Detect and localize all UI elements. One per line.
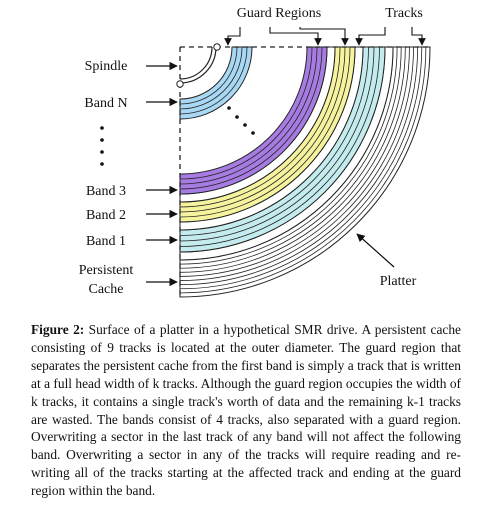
persistent-cache-ring-track-line <box>179 46 414 281</box>
band-n-ring-track-line <box>179 46 243 110</box>
band-2-ring-track-line <box>179 46 346 213</box>
persistent-cache-ring-track-line <box>179 46 419 286</box>
tracks-label: Tracks <box>385 6 423 21</box>
band-3-ring-track-line <box>179 46 313 180</box>
platter-boundary <box>179 46 430 297</box>
guard-regions-label: Guard Regions <box>237 6 321 21</box>
left-arrows <box>146 61 178 287</box>
persistent-cache-label-line1: Persistent <box>79 263 134 278</box>
band-3-label: Band 3 <box>86 184 126 199</box>
band-2-ring-track-line <box>179 46 341 208</box>
band-n-ring-track-line <box>179 46 248 115</box>
band-3-ring-track-line <box>179 46 318 185</box>
spindle-label: Spindle <box>85 59 128 74</box>
ellipsis-dots-vertical <box>100 126 104 166</box>
band-n-ring-track-line <box>179 46 238 105</box>
band-1-ring-track-line <box>179 46 369 236</box>
guard-regions-leaders <box>224 27 349 46</box>
persistent-cache-label-line2: Cache <box>89 282 124 297</box>
persistent-cache-ring-track-line <box>179 46 423 290</box>
smr-platter-diagram: Guard Regions Tracks Spindle Band N Band… <box>79 6 431 298</box>
band-2-label: Band 2 <box>86 208 126 223</box>
spindle-hub <box>176 43 221 88</box>
caption-body: Surface of a platter in a hypothetical S… <box>31 322 461 499</box>
ellipsis-dots-diagonal <box>227 106 255 135</box>
band-1-ring-track-line <box>179 46 380 247</box>
band-2-ring-track-line <box>179 46 351 218</box>
platter-arrow <box>356 233 395 268</box>
platter-rings <box>179 46 431 298</box>
persistent-cache-ring-track-line <box>179 46 406 273</box>
persistent-cache-ring-track-line <box>179 46 398 265</box>
persistent-cache-ring-track-line <box>179 46 427 294</box>
figure-caption: Figure 2: Surface of a platter in a hypo… <box>31 321 461 500</box>
persistent-cache-ring-track-line <box>179 46 410 277</box>
band-1-label: Band 1 <box>86 234 126 249</box>
band-1-ring-track-line <box>179 46 375 242</box>
tracks-leaders <box>355 27 426 46</box>
persistent-cache-ring-track-line <box>179 46 402 269</box>
caption-heading: Figure 2: <box>31 322 85 337</box>
band-n-label: Band N <box>84 96 127 111</box>
band-3-ring-track-line <box>179 46 323 190</box>
platter-label: Platter <box>380 274 417 289</box>
